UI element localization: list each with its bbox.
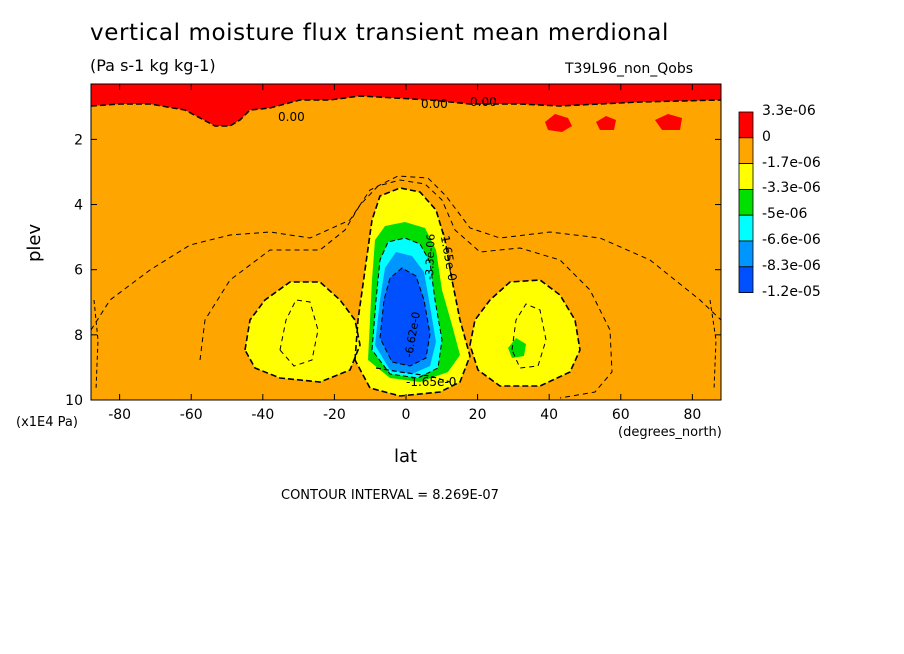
contour-line: [354, 187, 471, 397]
chart-units: (Pa s-1 kg kg-1): [90, 56, 216, 75]
positive-flux-region: [91, 84, 721, 126]
contour-line: [91, 95, 721, 127]
chart-title: vertical moisture flux transient mean me…: [90, 20, 669, 46]
colorbar-label: -3.3e-06: [762, 180, 821, 197]
y-axis-units: (x1E4 Pa): [16, 415, 78, 430]
colorbar-label: -1.2e-05: [762, 283, 821, 300]
contour-line: [371, 237, 443, 379]
neg-region-left: [245, 282, 360, 382]
x-tick-label: 0: [402, 407, 411, 423]
positive-flux-patch: [596, 116, 616, 130]
positive-flux-patch: [655, 114, 682, 130]
contour-line: [279, 299, 319, 367]
contour-label: 0.00: [278, 110, 305, 124]
x-tick-label: 20: [469, 407, 487, 423]
colorbar-label: -1.7e-06: [762, 154, 821, 171]
x-axis-label: lat: [394, 446, 418, 467]
experiment-label: T39L96_non_Qobs: [565, 61, 694, 77]
positive-flux-patch: [545, 114, 572, 132]
contour-interval: CONTOUR INTERVAL = 8.269E-07: [281, 488, 499, 503]
contour-line: [709, 299, 717, 391]
x-axis-units: (degrees_north): [618, 425, 722, 440]
contour-line: [375, 367, 451, 383]
y-axis-label: plev: [24, 223, 45, 262]
contour-line: [244, 281, 361, 383]
colorbar-swatch: [738, 163, 754, 190]
contour-lines: [91, 95, 721, 399]
contour-label: 0.00: [421, 97, 448, 111]
y-tick-label: 8: [74, 328, 83, 344]
x-tick-label: 80: [683, 407, 701, 423]
y-tick-label: 2: [74, 132, 83, 148]
x-tick-label: -20: [323, 407, 346, 423]
contour-line: [511, 303, 547, 369]
contour-label: -3.3e-06: [423, 233, 438, 280]
colorbar-swatch: [738, 240, 754, 268]
contour-label: 0.00: [470, 95, 497, 109]
colorbar-label: 3.3e-06: [762, 103, 816, 119]
x-axis: -80 -60 -40 -20 0 20 40 60 80: [108, 84, 701, 423]
colorbar-label: -5e-06: [762, 206, 808, 223]
contour-line: [379, 267, 431, 367]
colorbar-swatch: [738, 266, 754, 293]
contour-line: [93, 299, 99, 391]
contour-fill: [91, 84, 721, 400]
x-tick-label: -80: [108, 407, 131, 423]
colorbar-swatch: [738, 188, 754, 216]
colorbar-swatch: [738, 111, 754, 139]
colorbar-swatch: [738, 137, 754, 165]
contour-line: [199, 179, 613, 399]
neg-region-darkblue: [380, 268, 430, 366]
colorbar: [738, 111, 754, 293]
x-tick-label: -40: [251, 407, 274, 423]
colorbar-label: -6.6e-06: [762, 232, 821, 248]
colorbar-label: 0: [762, 128, 771, 145]
y-axis: 2 4 6 8 10: [65, 132, 721, 409]
colorbar-swatch: [738, 214, 754, 242]
y-tick-label: 4: [74, 198, 83, 214]
contour-label: -1.65e-0: [406, 375, 456, 389]
x-tick-label: 60: [612, 407, 630, 423]
neg-region-right: [470, 280, 580, 386]
neg-region-green-patch: [508, 338, 526, 358]
y-tick-label: 10: [65, 393, 83, 409]
x-tick-label: -60: [180, 407, 203, 423]
x-tick-label: 40: [540, 407, 558, 423]
contour-line: [469, 279, 581, 387]
y-tick-label: 6: [74, 263, 83, 279]
colorbar-label: -8.3e-06: [762, 257, 821, 274]
